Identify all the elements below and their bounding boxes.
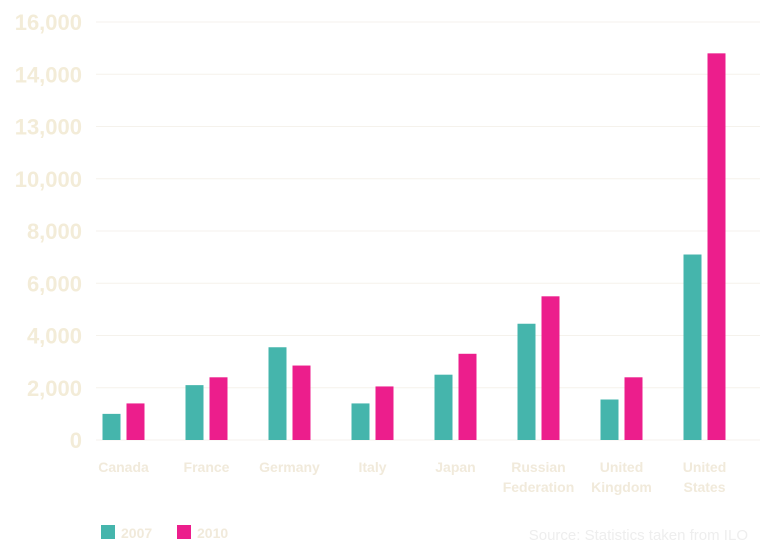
y-tick-label: 13,000 <box>15 115 82 140</box>
x-category-label: France <box>184 459 230 475</box>
y-tick-label: 4,000 <box>27 324 82 349</box>
y-tick-label: 8,000 <box>27 219 82 244</box>
grid-lines <box>96 21 760 441</box>
legend-label-2007: 2007 <box>121 525 152 541</box>
y-tick-label: 0 <box>70 428 82 453</box>
y-tick-label: 6,000 <box>27 271 82 296</box>
x-category-label: Italy <box>358 459 386 475</box>
bar-2010 <box>375 386 394 440</box>
bar-2010 <box>209 377 228 440</box>
bar-2010 <box>458 353 477 440</box>
bar-2007 <box>434 374 453 440</box>
bars <box>102 53 726 440</box>
bar-2007 <box>517 323 536 440</box>
bar-2007 <box>683 254 702 440</box>
bar-2007 <box>102 413 121 440</box>
y-axis-tick-labels: 0 2,000 4,000 6,000 8,000 10,000 13,000 14,000 1… <box>15 10 82 453</box>
x-category-label: United Kingdom <box>591 459 652 495</box>
x-category-label: Germany <box>259 459 320 475</box>
bar-2010 <box>292 365 311 440</box>
x-category-label: Japan <box>435 459 475 475</box>
bar-2007 <box>600 399 619 440</box>
y-tick-label: 10,000 <box>15 167 82 192</box>
x-category-label: United States <box>683 459 727 495</box>
y-tick-label: 14,000 <box>15 62 82 87</box>
x-axis-category-labels: Canada France Germany Italy Japan Russian Fede… <box>98 459 726 495</box>
source-note: Source: Statistics taken from ILO <box>529 527 748 544</box>
y-tick-label: 2,000 <box>27 376 82 401</box>
legend-label-2010: 2010 <box>197 525 228 541</box>
legend-swatch-2007 <box>101 525 115 539</box>
bar-2007 <box>268 347 287 440</box>
y-tick-label: 16,000 <box>15 10 82 35</box>
bar-2007 <box>185 385 204 440</box>
bar-2010 <box>707 53 726 440</box>
legend-swatch-2010 <box>177 525 191 539</box>
bar-2010 <box>126 403 145 440</box>
bar-2007 <box>351 403 370 440</box>
x-category-label: Russian Federation <box>503 459 575 495</box>
legend: 2007 2010 <box>101 525 228 541</box>
bar-2010 <box>541 296 560 440</box>
bar-2010 <box>624 377 643 440</box>
x-category-label: Canada <box>98 459 149 475</box>
